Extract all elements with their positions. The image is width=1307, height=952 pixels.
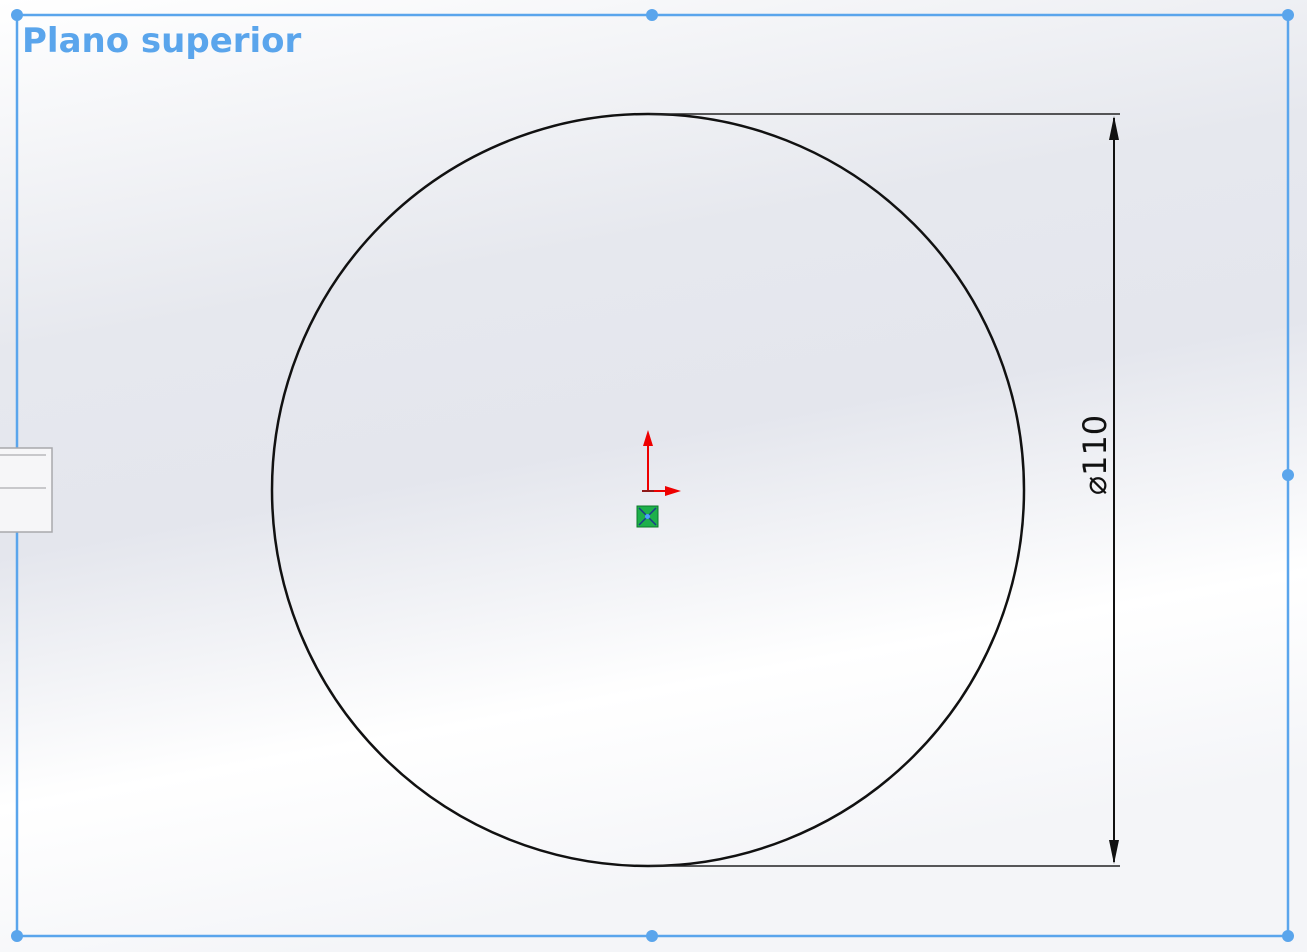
origin (636, 430, 681, 528)
handle[interactable] (11, 930, 23, 942)
dimension-arrow (1109, 116, 1119, 140)
center-dot (645, 514, 650, 519)
plane-label: Plano superior (22, 21, 302, 61)
side-panel[interactable] (0, 447, 53, 533)
plane-handles (11, 9, 1294, 942)
dimension-arrow (1109, 840, 1119, 864)
handle[interactable] (1282, 469, 1294, 481)
panel-box (0, 447, 53, 533)
dimension-label[interactable]: ⌀110 (1076, 415, 1114, 495)
handle[interactable] (646, 930, 658, 942)
sketch-circle[interactable] (270, 112, 1026, 868)
handle[interactable] (646, 9, 658, 21)
handle[interactable] (1282, 930, 1294, 942)
handle[interactable] (11, 9, 23, 21)
origin-arrow (643, 430, 653, 446)
origin-arrow (665, 486, 681, 496)
handle[interactable] (1282, 9, 1294, 21)
